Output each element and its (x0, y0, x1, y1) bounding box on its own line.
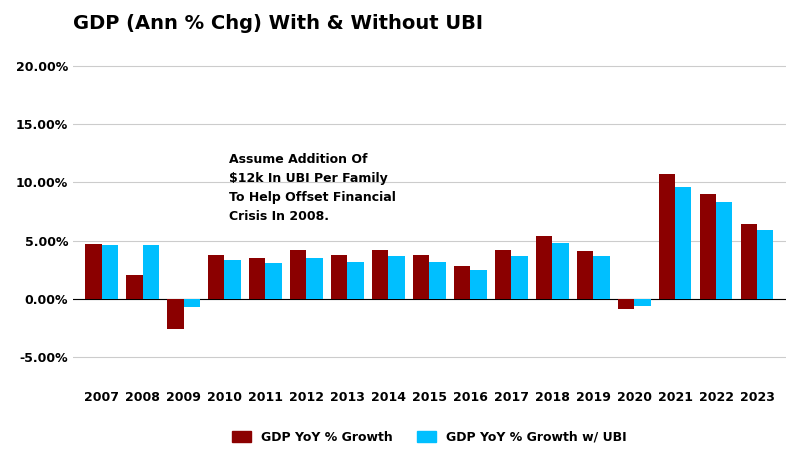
Bar (675, 187, 692, 299)
Bar (454, 266, 471, 299)
Bar (306, 258, 323, 299)
Bar (618, 299, 634, 309)
Bar (552, 243, 569, 299)
Bar (331, 254, 347, 299)
Bar (126, 276, 143, 299)
Bar (143, 245, 159, 299)
Bar (101, 245, 118, 299)
Bar (740, 224, 757, 299)
Bar (593, 256, 610, 299)
Bar (659, 174, 675, 299)
Bar (290, 250, 306, 299)
Bar (347, 261, 364, 299)
Bar (577, 251, 593, 299)
Bar (471, 270, 487, 299)
Bar (249, 258, 266, 299)
Bar (634, 299, 650, 306)
Bar (184, 299, 200, 307)
Legend: GDP YoY % Growth, GDP YoY % Growth w/ UBI: GDP YoY % Growth, GDP YoY % Growth w/ UB… (227, 426, 632, 449)
Bar (372, 250, 388, 299)
Bar (167, 299, 184, 329)
Text: GDP (Ann % Chg) With & Without UBI: GDP (Ann % Chg) With & Without UBI (73, 14, 483, 32)
Text: Assume Addition Of
$12k In UBI Per Family
To Help Offset Financial
Crisis In 200: Assume Addition Of $12k In UBI Per Famil… (228, 153, 395, 223)
Bar (511, 256, 527, 299)
Bar (757, 230, 774, 299)
Bar (495, 250, 511, 299)
Bar (266, 263, 282, 299)
Bar (85, 244, 101, 299)
Bar (413, 254, 429, 299)
Bar (535, 236, 552, 299)
Bar (429, 261, 446, 299)
Bar (208, 254, 224, 299)
Bar (388, 256, 405, 299)
Bar (716, 202, 732, 299)
Bar (700, 194, 716, 299)
Bar (224, 260, 241, 299)
